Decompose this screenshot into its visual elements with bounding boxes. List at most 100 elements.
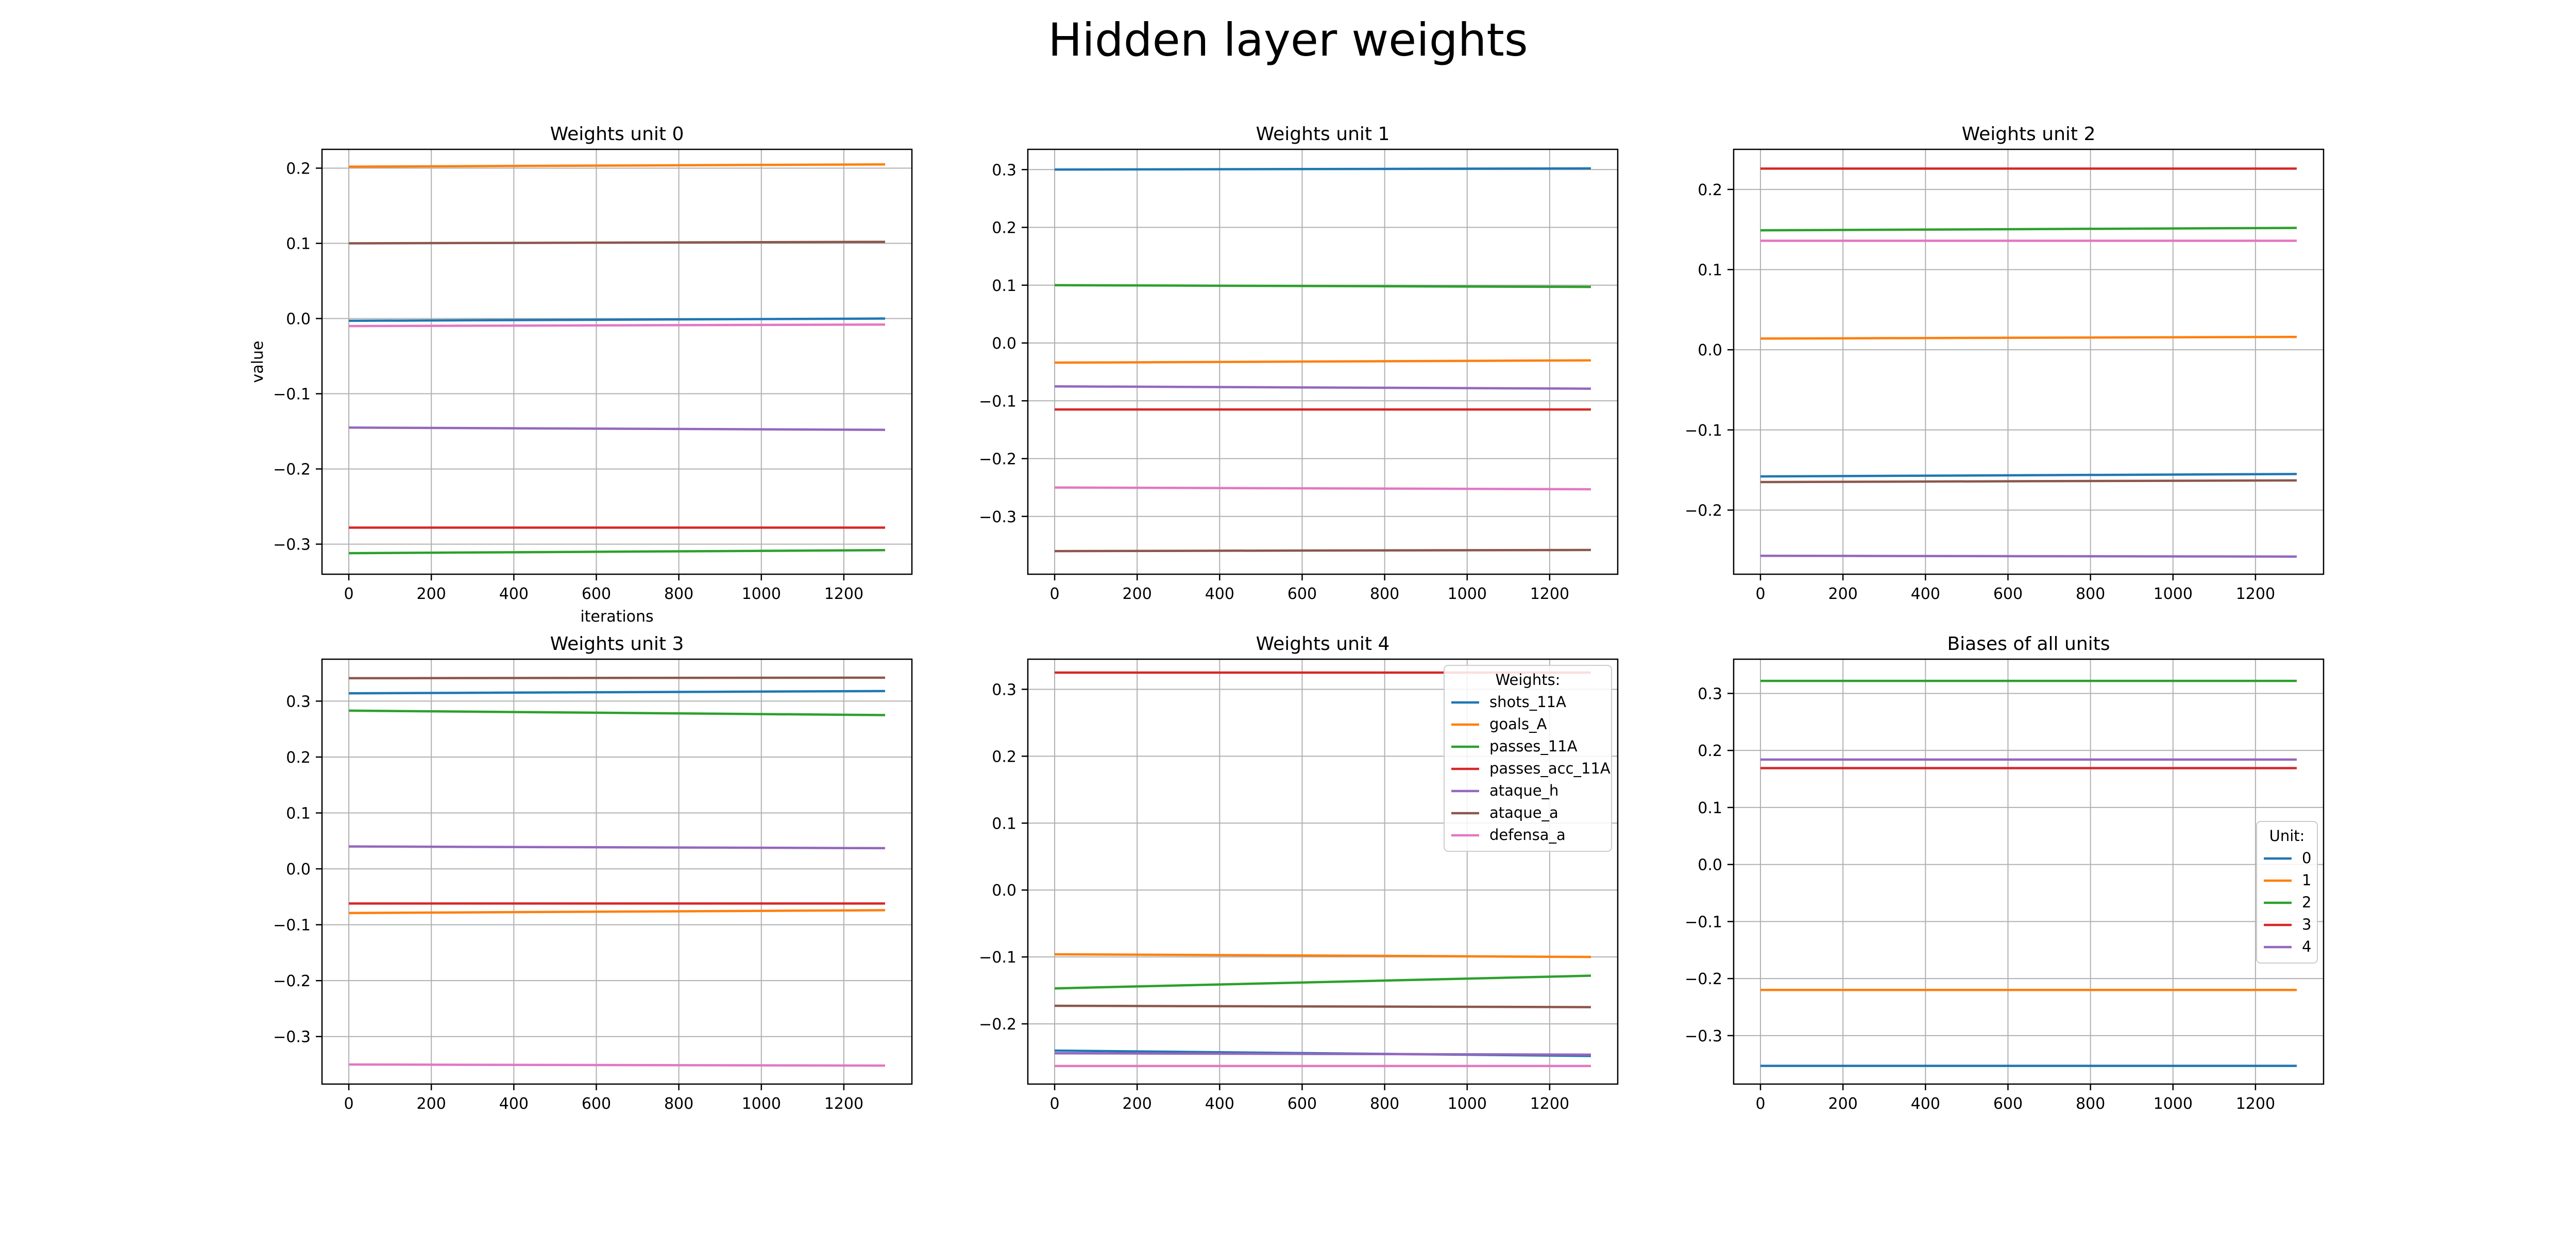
series-line-passes_11A bbox=[1055, 284, 1591, 288]
y-tick-label: −0.1 bbox=[273, 386, 311, 404]
axes-frame bbox=[1733, 148, 2325, 575]
legend-entry-4: 4 bbox=[2302, 938, 2311, 955]
y-tick-label: 0.1 bbox=[992, 277, 1016, 295]
x-tick-label: 1000 bbox=[2154, 585, 2193, 603]
series-line-goals_A bbox=[1760, 335, 2297, 340]
y-tick-label: −0.2 bbox=[1685, 502, 1722, 520]
y-tick-label: 0.2 bbox=[286, 749, 311, 767]
subplot-title: Weights unit 1 bbox=[1256, 124, 1390, 145]
subplot-title: Weights unit 2 bbox=[1962, 124, 2096, 145]
y-tick-label: −0.3 bbox=[1685, 1027, 1722, 1045]
x-tick-label: 400 bbox=[1205, 585, 1234, 603]
x-tick-label: 400 bbox=[499, 585, 529, 603]
figure-title: Hidden layer weights bbox=[1048, 13, 1528, 66]
legend-entry-defensa_a: defensa_a bbox=[1489, 826, 1566, 844]
subplot-0: 0 200 400 600 800 1000 1200 −0.3 −0.2 −0.1 0.0 0.1 0… bbox=[249, 124, 913, 626]
subplot-1: 0 200 400 600 800 1000 1200 −0.3 −0.2 −0.1 0.0 0.1 0… bbox=[979, 124, 1619, 603]
legend: Weights: shots_11A goals_A passes_11Apasses… bbox=[1444, 665, 1612, 852]
x-tick-label: 0 bbox=[1755, 585, 1765, 603]
subplot-title: Weights unit 4 bbox=[1256, 633, 1390, 655]
subplot-title: Weights unit 0 bbox=[550, 124, 684, 145]
y-tick-label: 0.0 bbox=[286, 861, 311, 879]
series-line-ataque_h bbox=[349, 426, 885, 431]
y-tick-label: 0.0 bbox=[286, 311, 311, 329]
y-axis-label: value bbox=[249, 341, 267, 383]
x-tick-label: 0 bbox=[1049, 585, 1059, 603]
y-tick-label: 0.2 bbox=[286, 160, 311, 178]
legend-title: Unit: bbox=[2269, 827, 2305, 845]
y-tick-label: −0.1 bbox=[979, 392, 1016, 410]
axes-frame bbox=[1027, 658, 1619, 1085]
y-tick-label: −0.2 bbox=[273, 972, 311, 990]
y-tick-label: 0.2 bbox=[992, 748, 1016, 766]
legend-box bbox=[1444, 665, 1612, 852]
axes-frame bbox=[1733, 658, 2325, 1085]
series-line-passes_11A bbox=[349, 709, 885, 716]
subplot-5: 0 200 400 600 800 1000 1200 −0.3 −0.2 −0.1 0.0 0.1 0… bbox=[1685, 633, 2325, 1113]
series-line-ataque_h bbox=[1055, 1052, 1591, 1056]
y-tick-label: −0.3 bbox=[273, 536, 311, 554]
series-line-goals_A bbox=[349, 163, 885, 168]
y-tick-label: 0.1 bbox=[286, 805, 311, 823]
x-tick-label: 400 bbox=[1205, 1095, 1234, 1113]
series-line-ataque_h bbox=[1760, 554, 2297, 558]
series-line-passes_11A bbox=[1054, 974, 1591, 990]
series-line-shots_11A bbox=[1760, 473, 2297, 478]
y-tick-label: 0.1 bbox=[286, 235, 311, 253]
x-tick-label: 1200 bbox=[2236, 585, 2275, 603]
x-tick-label: 600 bbox=[1993, 1095, 2023, 1113]
x-tick-label: 800 bbox=[1370, 585, 1399, 603]
series-line-goals_A bbox=[349, 909, 885, 915]
x-tick-label: 400 bbox=[1911, 585, 1940, 603]
series-line-ataque_a bbox=[349, 241, 885, 245]
series-line-ataque_a bbox=[1055, 548, 1591, 553]
series-line-goals_A bbox=[1055, 359, 1591, 364]
x-tick-label: 200 bbox=[1828, 585, 1858, 603]
y-tick-label: 0.1 bbox=[992, 815, 1016, 833]
series-line-shots_11A bbox=[1055, 167, 1591, 171]
subplot-title: Biases of all units bbox=[1947, 633, 2110, 655]
y-tick-label: 0.0 bbox=[1698, 856, 1722, 874]
y-tick-label: −0.3 bbox=[979, 508, 1016, 526]
x-tick-label: 0 bbox=[344, 585, 353, 603]
legend: Unit: 0 1 2 3 4 bbox=[2256, 821, 2318, 964]
y-tick-label: 0.0 bbox=[992, 882, 1016, 900]
x-tick-label: 600 bbox=[1287, 1095, 1317, 1113]
axes-frame bbox=[321, 658, 913, 1085]
x-tick-label: 800 bbox=[2076, 1095, 2105, 1113]
series-line-goals_A bbox=[1055, 953, 1591, 958]
legend-entry-1: 1 bbox=[2302, 871, 2311, 889]
series-line-defensa_a bbox=[349, 323, 885, 328]
legend-entry-0: 0 bbox=[2302, 849, 2311, 867]
subplot-grid: 0 200 400 600 800 1000 1200−0.3−0.2−0.10.00.10… bbox=[249, 124, 2325, 1113]
y-tick-label: 0.2 bbox=[1698, 181, 1722, 199]
y-tick-label: 0.2 bbox=[992, 219, 1016, 237]
y-tick-label: 0.1 bbox=[1698, 261, 1722, 279]
x-tick-label: 1000 bbox=[1448, 585, 1487, 603]
y-tick-label: −0.1 bbox=[1685, 913, 1722, 931]
y-tick-label: 0.0 bbox=[1698, 341, 1722, 359]
series-line-defensa_a bbox=[349, 1063, 885, 1067]
x-tick-label: 800 bbox=[1370, 1095, 1399, 1113]
y-tick-label: 0.3 bbox=[992, 681, 1016, 699]
x-tick-label: 0 bbox=[1755, 1095, 1765, 1113]
x-tick-label: 0 bbox=[344, 1095, 353, 1113]
y-tick-label: −0.1 bbox=[1685, 422, 1722, 440]
series-line-ataque_a bbox=[1055, 1004, 1591, 1008]
x-tick-label: 800 bbox=[664, 585, 693, 603]
x-tick-label: 800 bbox=[2076, 585, 2105, 603]
x-tick-label: 600 bbox=[582, 1095, 611, 1113]
y-tick-label: −0.1 bbox=[979, 949, 1016, 967]
x-tick-label: 1000 bbox=[742, 1095, 781, 1113]
x-tick-label: 600 bbox=[1287, 585, 1317, 603]
x-tick-label: 1200 bbox=[824, 585, 863, 603]
y-tick-label: −0.2 bbox=[273, 461, 311, 479]
x-tick-label: 1000 bbox=[2154, 1095, 2193, 1113]
legend-entry-ataque_h: ataque_h bbox=[1489, 782, 1558, 799]
y-tick-label: 0.3 bbox=[992, 161, 1016, 179]
x-tick-label: 200 bbox=[417, 585, 446, 603]
x-axis-label: iterations bbox=[580, 608, 653, 626]
series-line-defensa_a bbox=[1055, 486, 1591, 491]
